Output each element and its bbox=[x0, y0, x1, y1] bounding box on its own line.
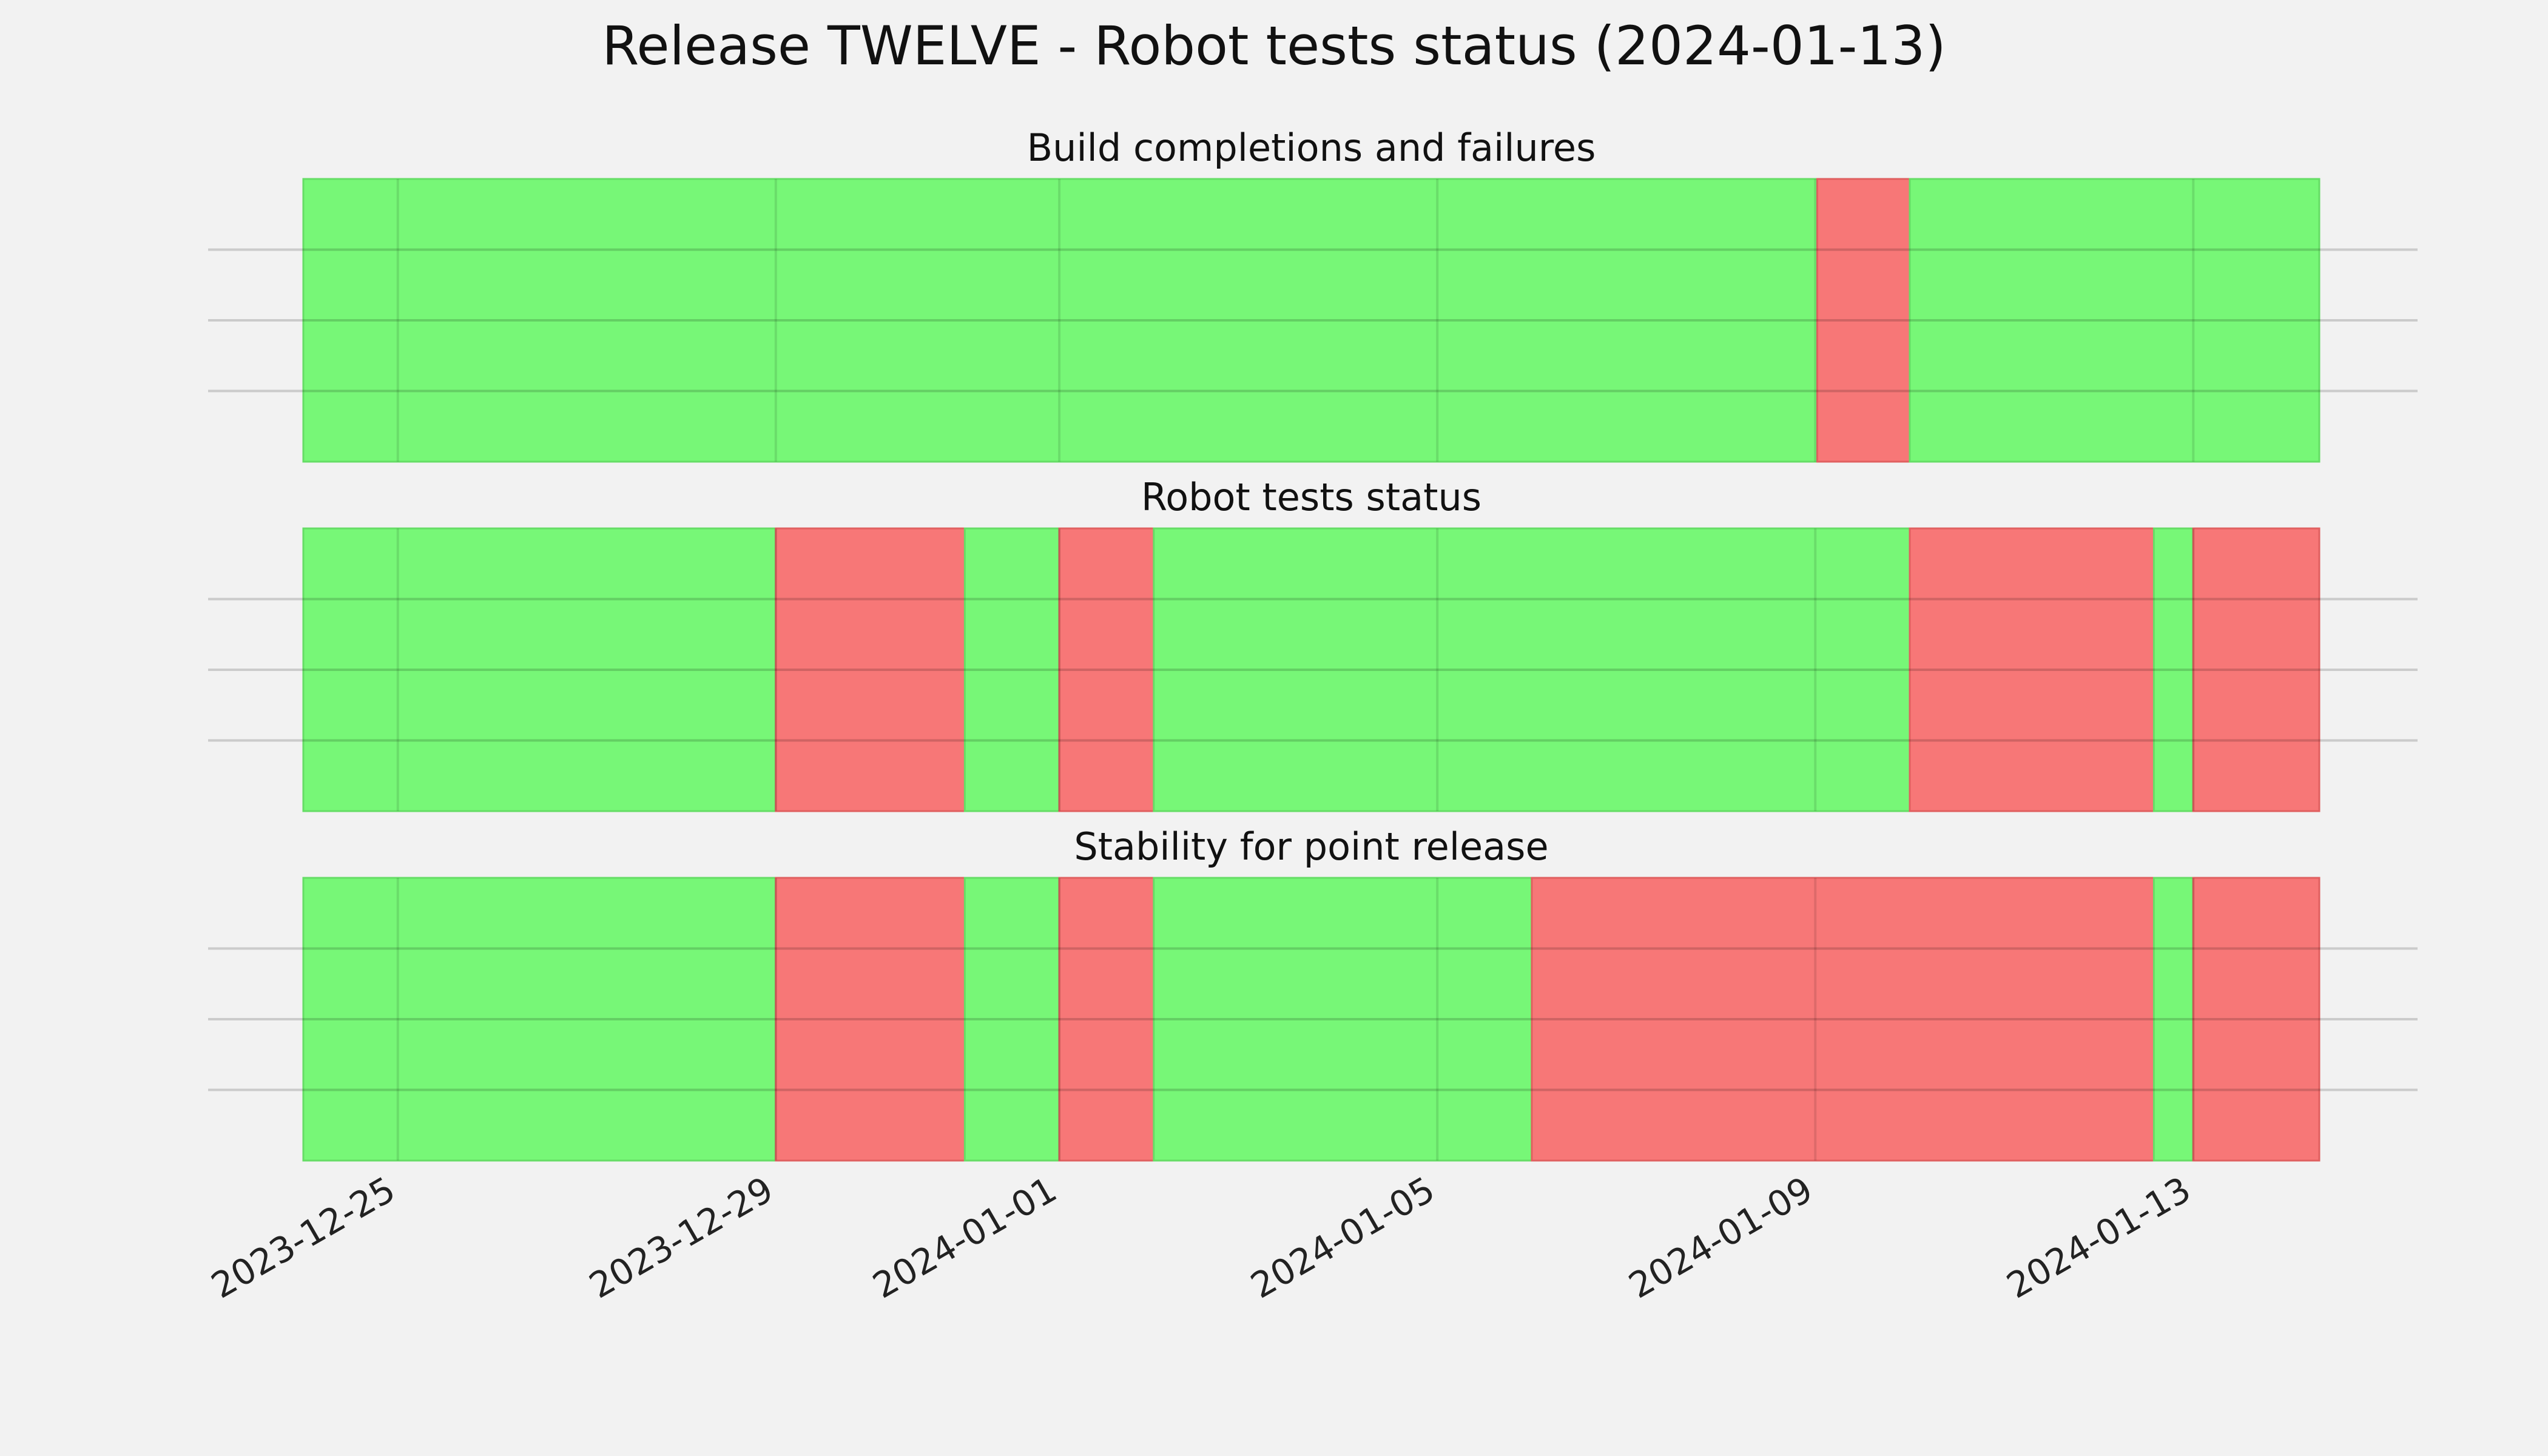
segment-fail bbox=[1058, 527, 1155, 812]
segment-fail bbox=[2192, 877, 2320, 1162]
segment-pass bbox=[1909, 178, 2320, 463]
panel-3: Stability for point release bbox=[208, 824, 2418, 1162]
segment-pass bbox=[1153, 527, 1911, 812]
segment-pass bbox=[1153, 877, 1533, 1162]
segment-fail bbox=[1531, 877, 2155, 1162]
segment-pass bbox=[2152, 877, 2194, 1162]
panel-title: Stability for point release bbox=[1074, 824, 1548, 869]
segment-pass bbox=[302, 877, 777, 1162]
segment-fail bbox=[775, 877, 966, 1162]
chart-title: Release TWELVE - Robot tests status (202… bbox=[602, 15, 1946, 77]
panels: Build completions and failures Robot test… bbox=[208, 126, 2418, 1162]
panel-title: Build completions and failures bbox=[1027, 126, 1596, 170]
segment-pass bbox=[2152, 527, 2194, 812]
segment-fail bbox=[2192, 527, 2320, 812]
segment-pass bbox=[963, 527, 1060, 812]
segment-pass bbox=[302, 178, 1818, 463]
panel-2: Robot tests status bbox=[208, 475, 2418, 812]
panel-1: Build completions and failures bbox=[208, 126, 2418, 463]
segment-fail bbox=[1909, 527, 2155, 812]
segment-pass bbox=[963, 877, 1060, 1162]
segment-fail bbox=[1058, 877, 1155, 1162]
panel-title: Robot tests status bbox=[1141, 475, 1481, 519]
segment-pass bbox=[302, 527, 777, 812]
